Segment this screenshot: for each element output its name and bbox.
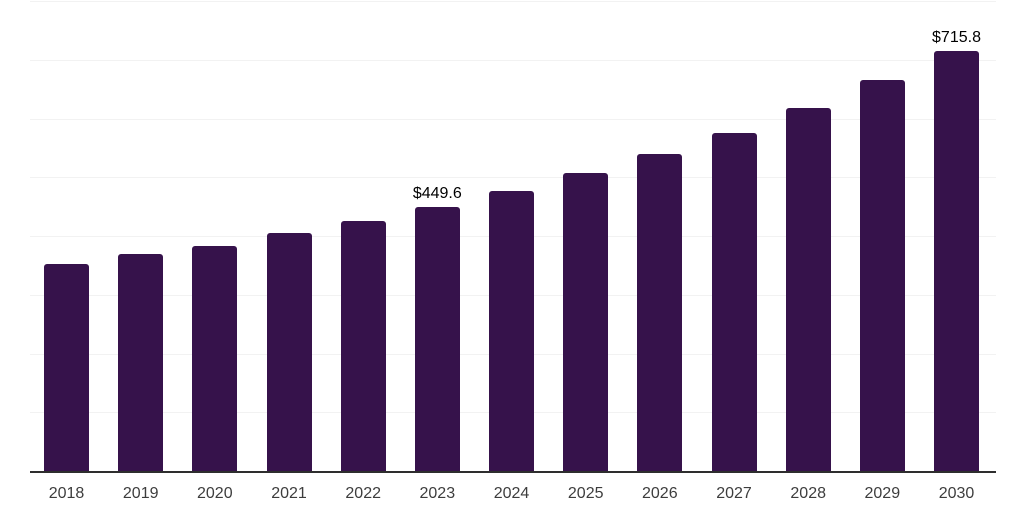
x-tick-label-2028: 2028 <box>790 485 826 502</box>
bar-2029 <box>859 79 905 471</box>
x-tick-label-2023: 2023 <box>419 485 456 502</box>
data-label-2030: $715.8 <box>932 28 981 46</box>
x-tick-label-2022: 2022 <box>345 485 381 502</box>
gridline-500 <box>30 177 996 179</box>
x-tick-label-2020: 2020 <box>197 485 233 502</box>
bar-2023 <box>414 206 460 471</box>
x-tick-label-2027: 2027 <box>716 485 752 502</box>
x-axis-line <box>30 471 996 473</box>
x-tick-label-2025: 2025 <box>567 485 604 502</box>
bar-2028 <box>785 107 831 471</box>
bar-2022 <box>340 221 386 471</box>
x-tick-label-2019: 2019 <box>122 485 159 502</box>
x-tick-label-2024: 2024 <box>493 485 530 502</box>
x-tick-label-2026: 2026 <box>642 485 678 502</box>
bar-2025 <box>563 173 609 471</box>
x-tick-label-2021: 2021 <box>271 485 307 502</box>
bar-2027 <box>711 132 757 471</box>
bar-2026 <box>637 153 683 472</box>
bar-2021 <box>266 232 312 471</box>
x-tick-label-2029: 2029 <box>864 485 901 502</box>
data-label-2023: $449.6 <box>412 184 462 202</box>
bar-2019 <box>118 254 164 471</box>
bar-2020 <box>192 246 238 471</box>
x-tick-label-2030: 2030 <box>938 485 975 502</box>
gridline-600 <box>30 118 996 120</box>
bar-2024 <box>489 190 534 471</box>
bar-2018 <box>44 264 89 471</box>
gridline-700 <box>30 59 996 61</box>
gridline-800 <box>30 1 996 2</box>
x-tick-label-2018: 2018 <box>48 485 85 502</box>
bar-2030 <box>934 50 979 471</box>
